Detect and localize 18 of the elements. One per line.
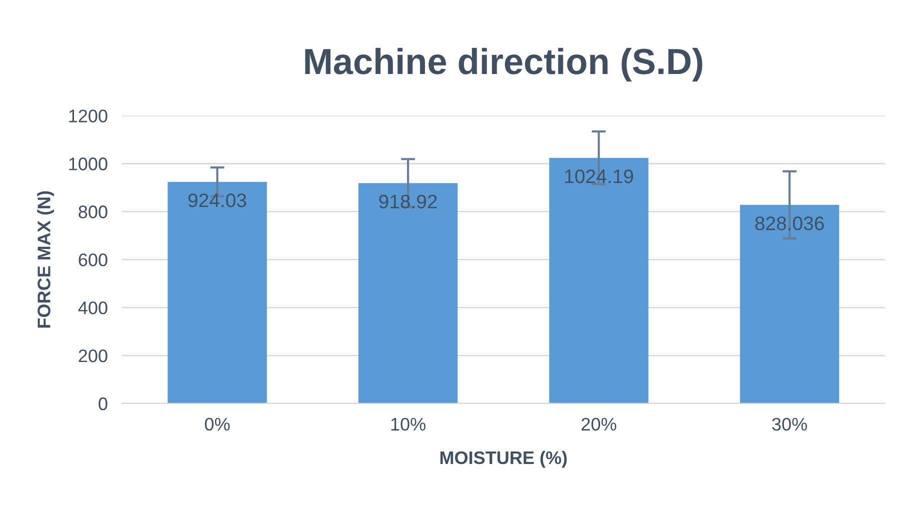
- data-label: 1024.19: [565, 169, 634, 184]
- y-tick-label: 400: [78, 301, 108, 314]
- x-tick-label: 0%: [204, 418, 230, 431]
- x-tick-label: 30%: [772, 418, 807, 431]
- y-tick-label: 1000: [69, 158, 108, 170]
- data-label: 918.92: [379, 194, 437, 208]
- y-axis-title: FORCE MAX (N): [37, 191, 54, 328]
- x-tick-label: 10%: [391, 418, 426, 431]
- chart-title: Machine direction (S.D): [305, 48, 702, 82]
- y-tick-label: 1200: [69, 110, 108, 122]
- x-axis-title: MOISTURE (%): [440, 450, 567, 468]
- data-label: 924.03: [188, 193, 246, 208]
- y-tick-label: 0: [98, 397, 108, 410]
- y-tick-label: 800: [78, 206, 108, 218]
- data-label: 828.036: [755, 216, 824, 230]
- y-tick-label: 600: [78, 254, 108, 266]
- x-tick-label: 20%: [582, 418, 616, 431]
- y-tick-label: 200: [78, 349, 108, 362]
